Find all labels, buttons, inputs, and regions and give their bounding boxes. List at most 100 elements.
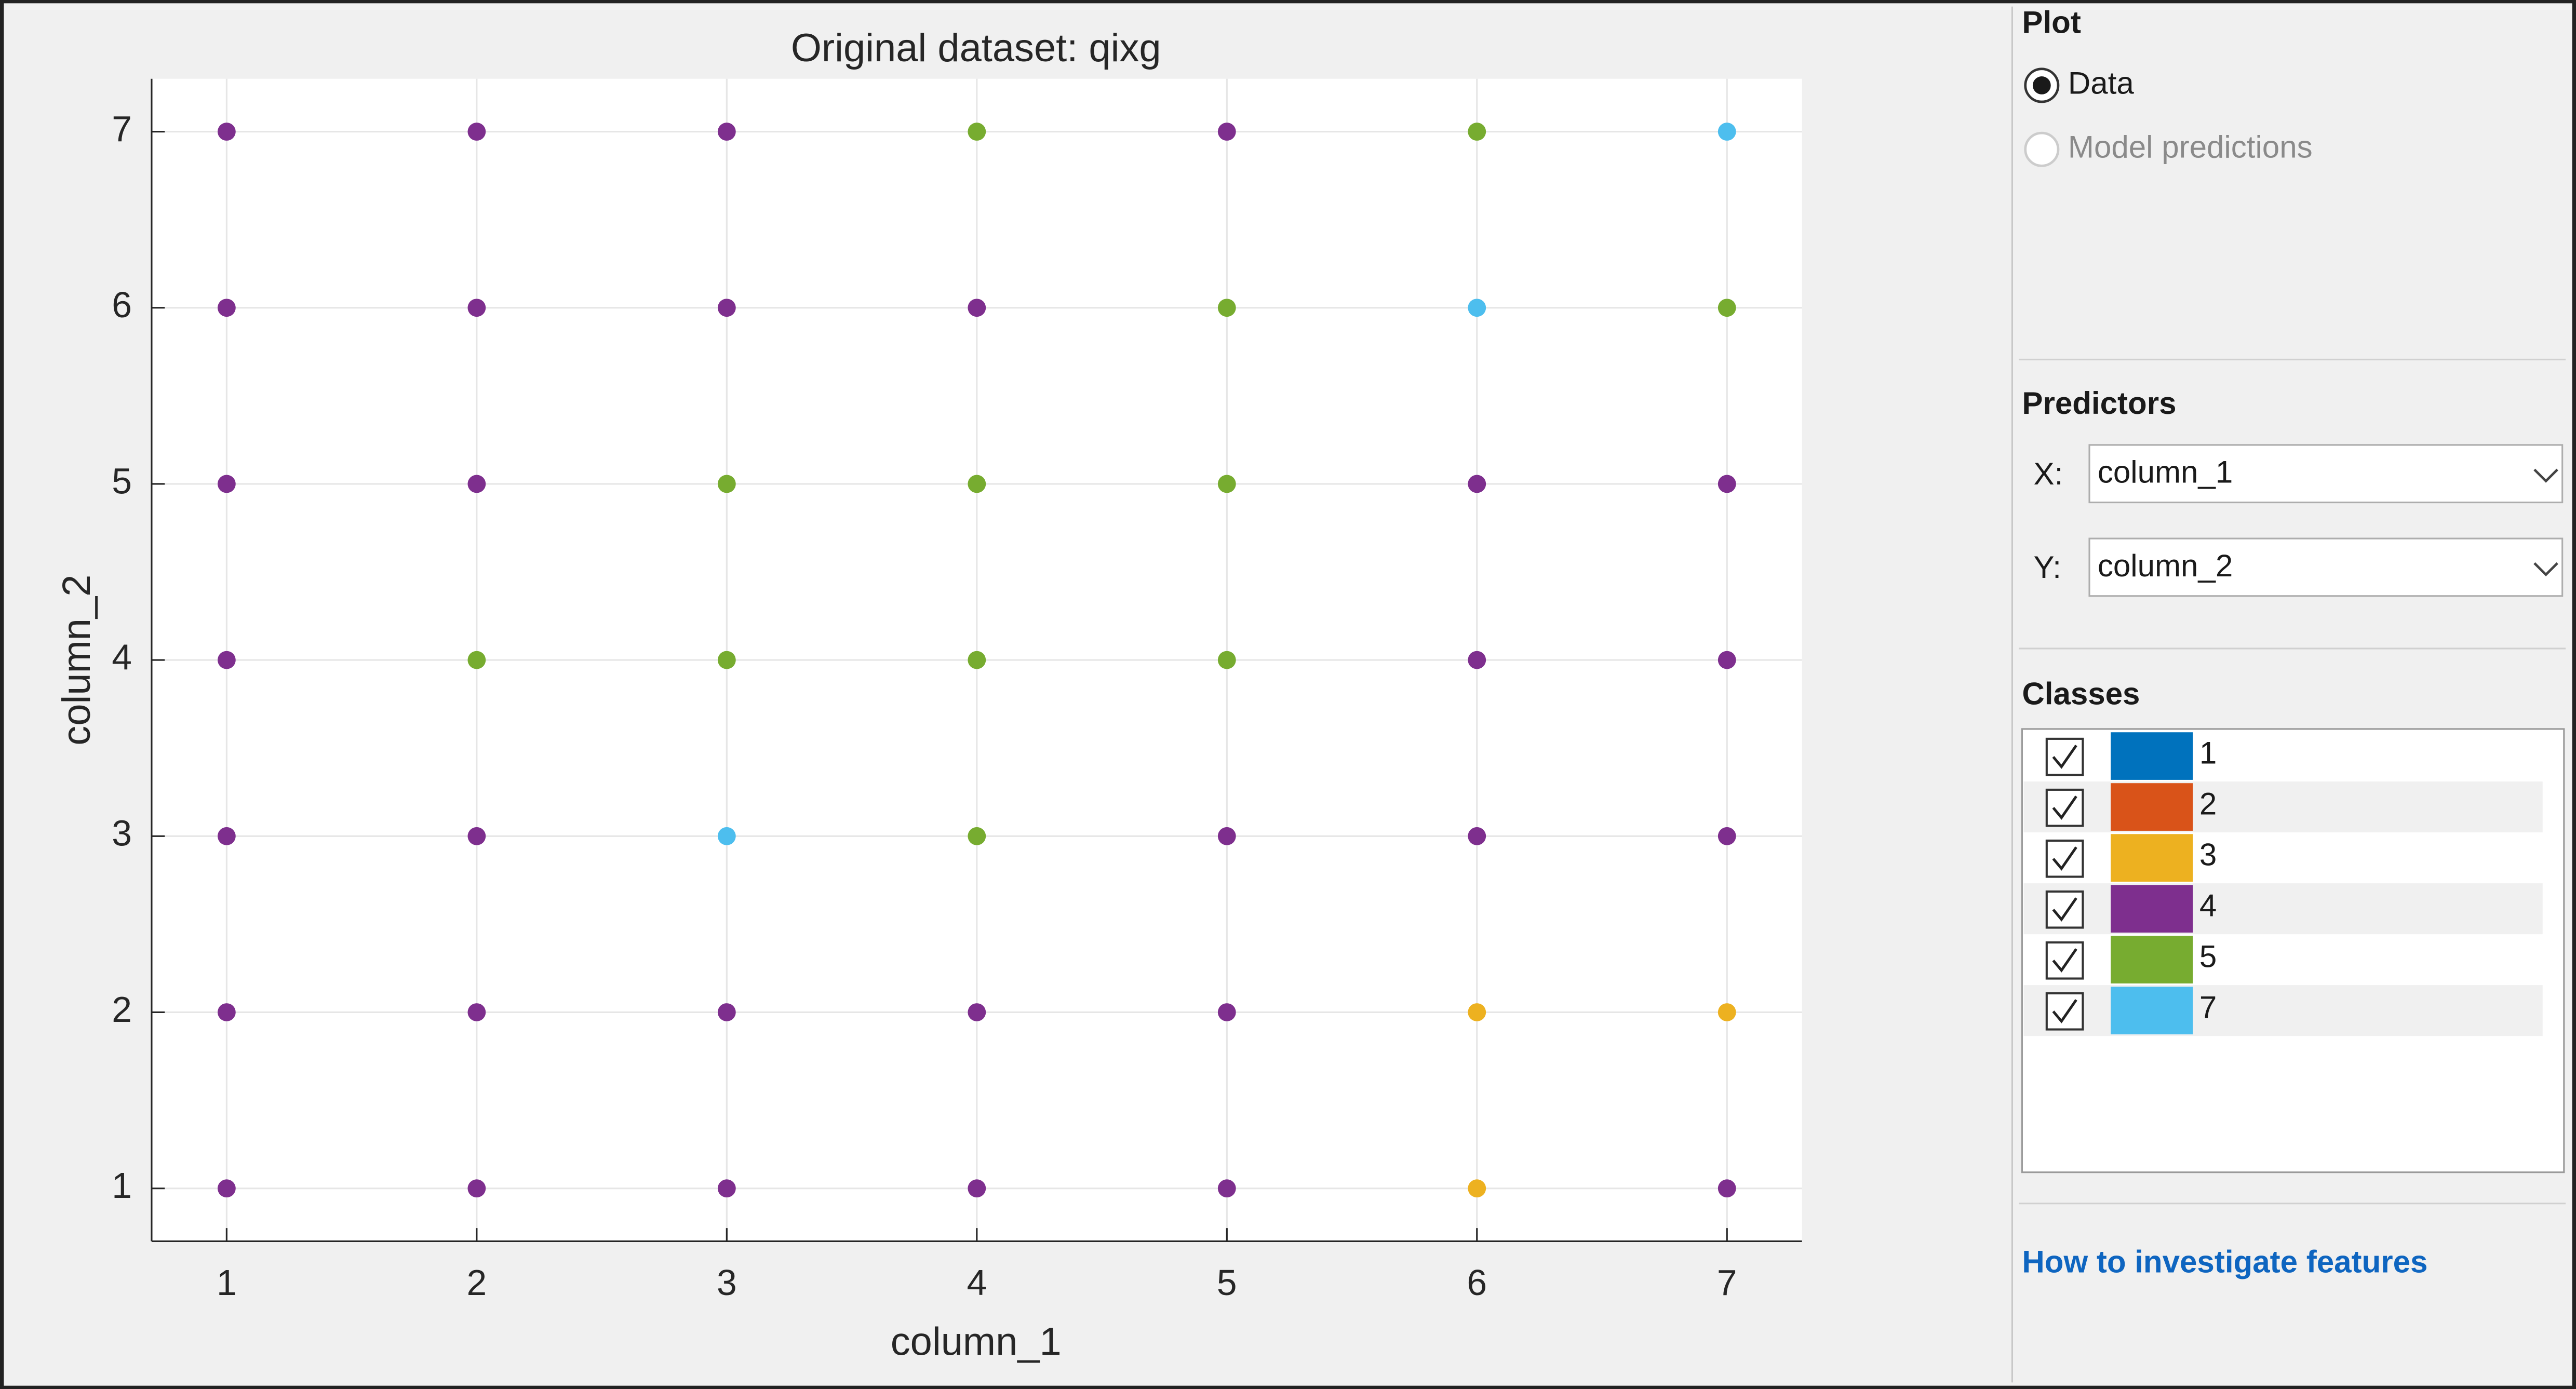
data-point <box>467 1179 486 1198</box>
y-tick-label: 2 <box>112 989 132 1030</box>
class-swatch <box>2111 783 2193 831</box>
data-point <box>1468 475 1486 493</box>
data-point <box>1468 1003 1486 1021</box>
x-tick-label: 4 <box>967 1262 987 1303</box>
checkmark[interactable] <box>2052 745 2077 769</box>
checkbox[interactable] <box>2045 992 2084 1031</box>
data-point <box>217 475 236 493</box>
radio-model-predictions[interactable]: Model predictions <box>2024 130 2313 167</box>
data-point <box>467 475 486 493</box>
plot <box>151 78 1802 1242</box>
field-label: Y: <box>2034 550 2061 585</box>
dropdown-arrow[interactable] <box>2533 562 2558 577</box>
y-tick-label: 4 <box>112 637 132 677</box>
data-point <box>1718 475 1736 493</box>
radio-dot <box>2032 76 2051 95</box>
data-point <box>1217 1003 1236 1021</box>
data-point <box>1217 299 1236 317</box>
checkmark[interactable] <box>2052 999 2077 1023</box>
data-point <box>217 1179 236 1198</box>
data-point <box>717 123 736 141</box>
data-point <box>1718 1179 1736 1198</box>
class-swatch <box>2111 885 2193 933</box>
data-point <box>467 1003 486 1021</box>
data-point <box>968 1179 986 1198</box>
data-point <box>467 123 486 141</box>
x-tick-label: 1 <box>217 1262 237 1303</box>
x-tick-label: 7 <box>1717 1262 1737 1303</box>
data-point <box>968 1003 986 1021</box>
data-point <box>1718 123 1736 141</box>
checkmark[interactable] <box>2052 846 2077 871</box>
data-point <box>467 299 486 317</box>
data-point <box>717 651 736 669</box>
y-dropdown[interactable] <box>2088 537 2564 597</box>
class-label: 2 <box>2199 786 2217 821</box>
data-point <box>217 827 236 845</box>
class-label: 5 <box>2199 939 2217 974</box>
radio-button[interactable] <box>2024 131 2060 167</box>
data-point <box>1718 299 1736 317</box>
x-dropdown[interactable] <box>2088 444 2564 504</box>
data-point <box>1718 827 1736 845</box>
chart-title: Original dataset: qixg <box>791 26 1161 70</box>
y-tick-label: 5 <box>112 461 132 501</box>
checkbox[interactable] <box>2045 737 2084 776</box>
data-point <box>217 299 236 317</box>
y-tick-label: 1 <box>112 1165 132 1206</box>
radio-data[interactable]: Data <box>2024 65 2135 103</box>
dropdown-value[interactable]: column_1 <box>2098 455 2233 490</box>
x-tick-label: 3 <box>717 1262 737 1303</box>
class-swatch <box>2111 834 2193 882</box>
class-label: 7 <box>2199 990 2217 1024</box>
radio-label[interactable]: Model predictions <box>2068 130 2313 165</box>
data-point <box>968 827 986 845</box>
class-swatch <box>2111 732 2193 780</box>
checkmark[interactable] <box>2052 795 2077 820</box>
data-point <box>717 1179 736 1198</box>
data-point <box>1468 123 1486 141</box>
data-point <box>717 299 736 317</box>
row-stripe <box>2023 985 2543 1036</box>
data-point <box>968 123 986 141</box>
class-swatch <box>2111 936 2193 984</box>
classes-rows: 1 2 3 4 5 7 <box>2023 732 2543 1036</box>
checkmark[interactable] <box>2052 948 2077 973</box>
data-point <box>217 1003 236 1021</box>
data-point <box>1217 123 1236 141</box>
data-point <box>1468 1179 1486 1198</box>
data-point <box>1217 475 1236 493</box>
section-title: Predictors <box>2022 386 2176 421</box>
data-point <box>1718 1003 1736 1021</box>
checkmark[interactable] <box>2052 897 2077 922</box>
help-link[interactable]: How to investigate features <box>2022 1245 2427 1279</box>
checkbox[interactable] <box>2045 890 2084 929</box>
class-label: 1 <box>2199 735 2217 770</box>
y-tick-label: 6 <box>112 285 132 325</box>
row-stripe <box>2023 781 2543 833</box>
radio-label[interactable]: Data <box>2068 65 2134 100</box>
data-point <box>717 1003 736 1021</box>
checkbox[interactable] <box>2045 788 2084 827</box>
y-tick-label: 7 <box>112 109 132 149</box>
row-stripe <box>2023 883 2543 935</box>
dropdown-value[interactable]: column_2 <box>2098 548 2233 583</box>
class-label: 4 <box>2199 888 2217 923</box>
x-tick-label: 2 <box>467 1262 487 1303</box>
data-point <box>1468 651 1486 669</box>
x-tick-label: 5 <box>1217 1262 1237 1303</box>
dropdown-arrow[interactable] <box>2533 468 2558 483</box>
x-tick-label: 6 <box>1467 1262 1487 1303</box>
data-point <box>217 651 236 669</box>
data-point <box>717 475 736 493</box>
checkbox[interactable] <box>2045 839 2084 878</box>
data-point <box>968 651 986 669</box>
class-swatch <box>2111 987 2193 1035</box>
data-point <box>1217 651 1236 669</box>
checkbox[interactable] <box>2045 941 2084 980</box>
data-point <box>467 651 486 669</box>
data-point <box>1468 827 1486 845</box>
data-point <box>217 123 236 141</box>
